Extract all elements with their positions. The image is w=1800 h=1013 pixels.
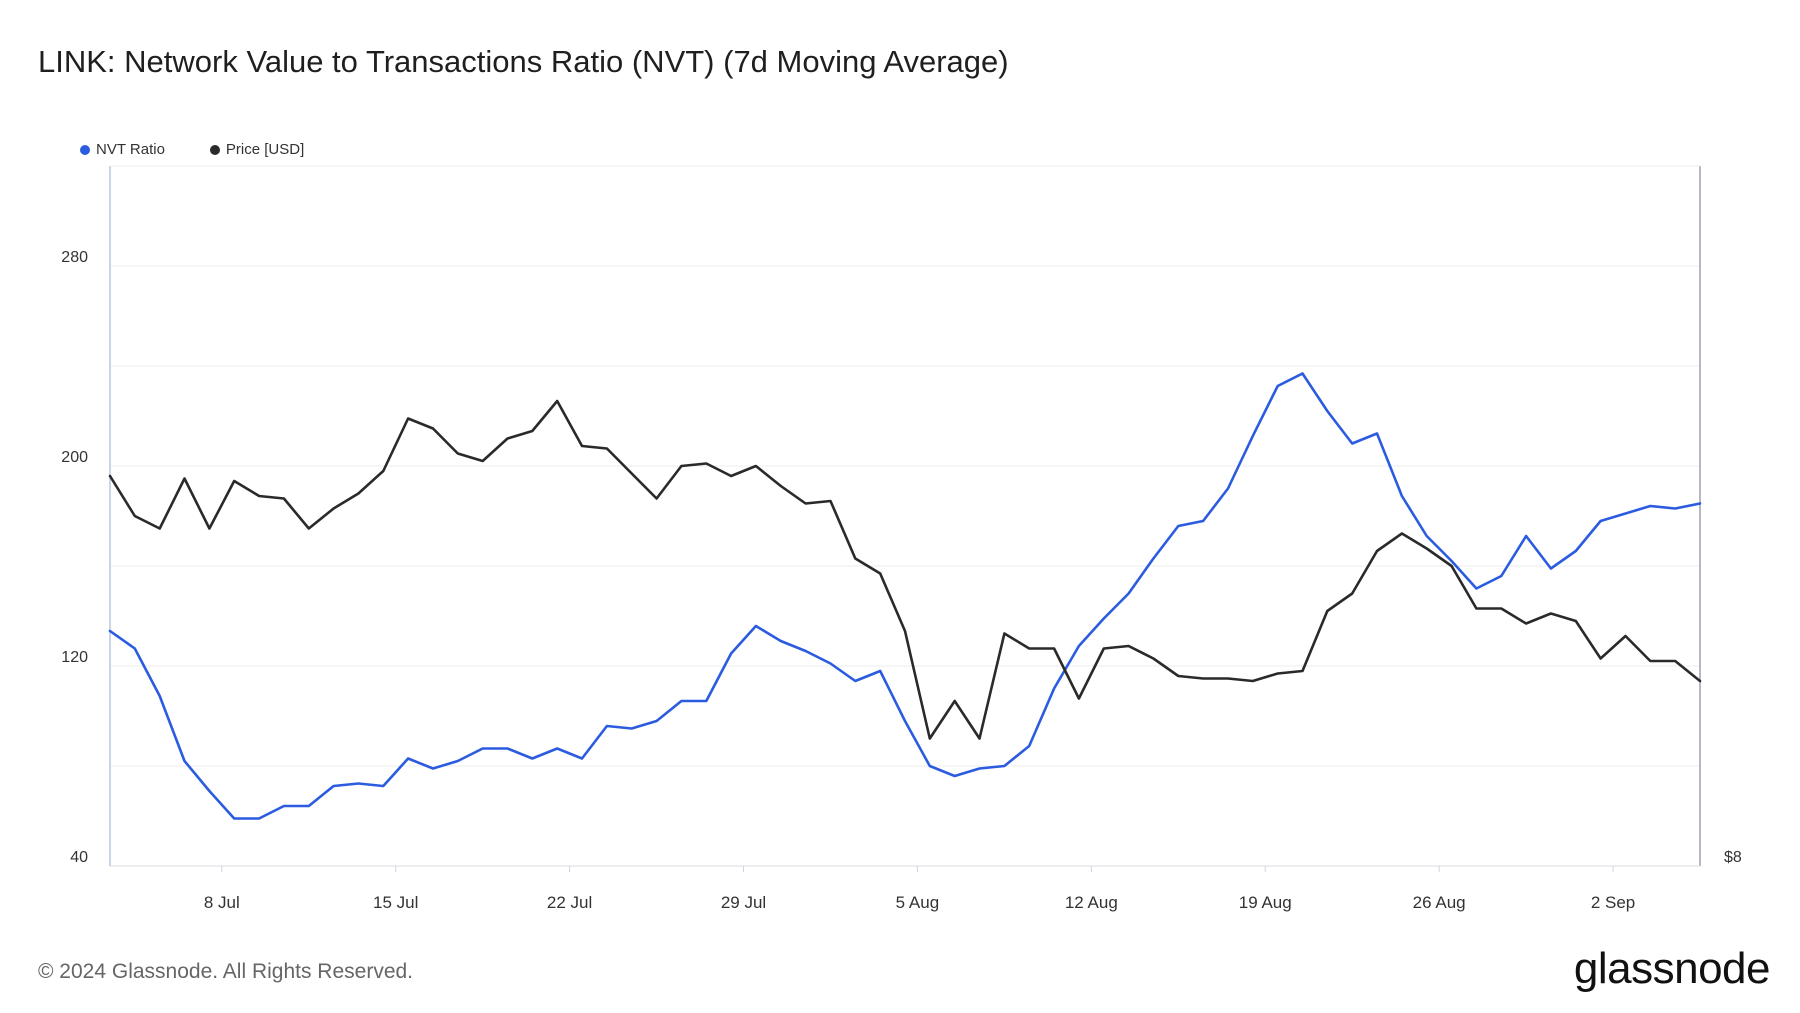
y-tick-label: 280 <box>61 249 88 266</box>
right-tick-label: $8 <box>1724 849 1742 866</box>
x-tick-label: 12 Aug <box>1065 893 1118 912</box>
y-tick-label: 120 <box>61 649 88 666</box>
nvt-ratio-line <box>108 372 1702 820</box>
x-tick-label: 22 Jul <box>547 893 592 912</box>
x-tick-label: 8 Jul <box>204 893 240 912</box>
legend-dot-nvt <box>80 144 90 155</box>
legend-dot-price <box>209 144 220 155</box>
x-tick-label: 5 Aug <box>896 893 940 912</box>
y-tick-label: 200 <box>61 449 88 466</box>
copyright-footer: © 2024 Glassnode. All Rights Reserved. <box>38 960 414 983</box>
legend: NVT Ratio Price [USD] <box>80 141 349 158</box>
legend-label-price: Price [USD] <box>225 141 305 158</box>
glassnode-logo: glassnode <box>1573 944 1771 993</box>
x-tick-label: 15 Jul <box>373 893 418 912</box>
x-tick-label: 26 Aug <box>1413 893 1466 912</box>
legend-label-nvt: NVT Ratio <box>96 141 165 158</box>
chart-title: LINK: Network Value to Transactions Rati… <box>38 44 1009 79</box>
price-usd-line <box>108 399 1702 740</box>
x-tick-label: 19 Aug <box>1239 893 1292 912</box>
y-tick-label: 40 <box>70 849 88 866</box>
legend-item-price[interactable]: Price [USD] <box>209 141 305 158</box>
legend-item-nvt[interactable]: NVT Ratio <box>80 141 165 158</box>
x-tick-label: 29 Jul <box>721 893 766 912</box>
x-tick-label: 2 Sep <box>1591 893 1635 912</box>
